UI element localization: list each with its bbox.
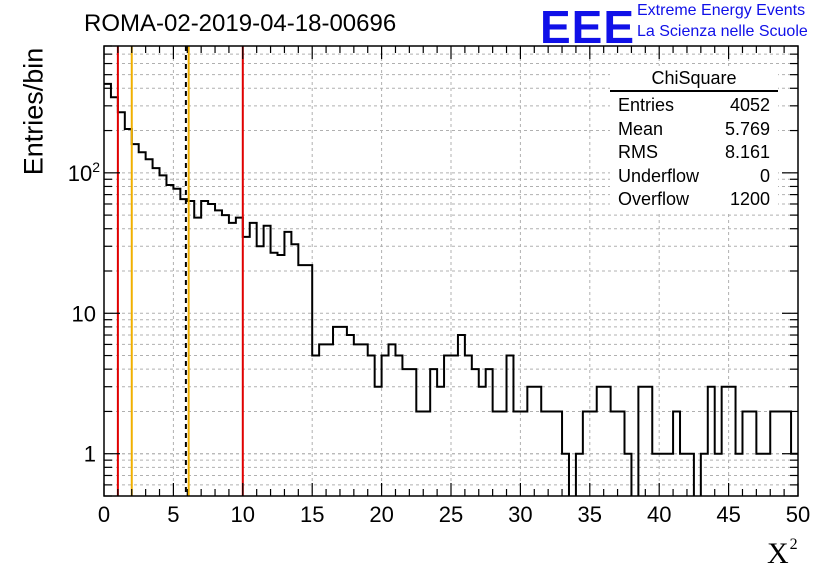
stats-label: RMS xyxy=(618,142,658,163)
stats-value: 1200 xyxy=(729,189,770,210)
x-tick-label: 50 xyxy=(786,502,810,527)
stats-label: Mean xyxy=(618,118,664,139)
histogram-bins xyxy=(104,82,798,496)
y-axis-title: Entries/bin xyxy=(18,47,49,176)
stats-title: ChiSquare xyxy=(651,68,737,88)
stats-value: 5.769 xyxy=(724,118,770,139)
histogram-series xyxy=(104,82,798,496)
stats-row-mean: Mean 5.769 xyxy=(610,118,778,142)
stats-label: Entries xyxy=(618,95,675,115)
stats-row-underflow: Underflow 0 xyxy=(610,165,778,189)
x-tick-label: 45 xyxy=(716,502,740,527)
stats-value: 4052 xyxy=(729,95,770,115)
run-title: ROMA-02-2019-04-18-00696 xyxy=(84,10,397,37)
y-axis-ticks: 1 10 102 xyxy=(68,45,798,497)
y-tick-label: 102 xyxy=(68,159,100,186)
x-tick-label: 40 xyxy=(647,502,671,527)
x-tick-label: 20 xyxy=(369,502,393,527)
stats-row-entries: Entries 4052 xyxy=(610,94,778,118)
x-tick-label: 25 xyxy=(439,502,463,527)
x-tick-label: 10 xyxy=(231,502,255,527)
x-axis-ticks: 0 5 10 15 20 25 30 35 40 45 50 xyxy=(98,46,810,527)
eee-logo: EEE xyxy=(540,1,636,53)
y-tick-label: 1 xyxy=(84,442,96,467)
stats-label: Overflow xyxy=(618,189,690,210)
x-tick-label: 0 xyxy=(98,502,110,527)
stats-value: 8.161 xyxy=(724,142,770,163)
logo-line-1: Extreme Energy Events xyxy=(637,2,806,19)
x-axis-title: X2 xyxy=(767,536,798,570)
y-tick-label: 10 xyxy=(72,301,96,326)
x-tick-label: 30 xyxy=(508,502,532,527)
stats-row-overflow: Overflow 1200 xyxy=(610,188,778,212)
stats-value: 0 xyxy=(759,165,770,186)
stats-divider xyxy=(610,90,778,92)
x-tick-label: 35 xyxy=(578,502,602,527)
stats-box: ChiSquare Entries 4052 Mean 5.769 RMS 8.… xyxy=(610,66,778,212)
x-tick-label: 5 xyxy=(167,502,179,527)
stats-row-rms: RMS 8.161 xyxy=(610,141,778,165)
stats-label: Underflow xyxy=(618,165,700,186)
marker-lines xyxy=(116,46,244,496)
logo-line-2: La Scienza nelle Scuole xyxy=(637,23,808,40)
x-tick-label: 15 xyxy=(300,502,324,527)
